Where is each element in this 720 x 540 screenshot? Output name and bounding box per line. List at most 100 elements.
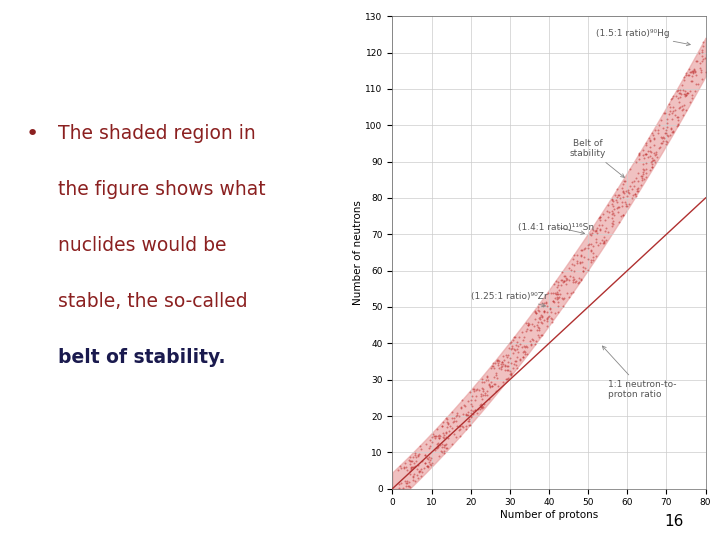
Point <box>509 346 521 354</box>
Point <box>404 453 415 461</box>
Point <box>508 360 520 368</box>
Point <box>485 382 496 390</box>
Point <box>689 87 701 96</box>
Point <box>423 453 435 462</box>
Point <box>585 231 597 239</box>
Point <box>437 422 449 431</box>
Point <box>489 372 500 381</box>
Point <box>459 401 470 410</box>
Point <box>541 307 552 316</box>
Point <box>493 363 505 372</box>
Point <box>587 242 598 251</box>
Point <box>534 315 545 323</box>
Point <box>518 348 529 356</box>
Point <box>511 353 523 361</box>
Point <box>463 417 474 426</box>
Point <box>441 422 453 431</box>
Point <box>533 318 544 326</box>
Point <box>425 460 436 468</box>
Point <box>474 401 486 410</box>
Point <box>570 277 582 286</box>
Point <box>639 149 651 158</box>
Point <box>505 369 517 377</box>
Point <box>564 272 576 280</box>
Point <box>502 366 513 375</box>
Point <box>505 370 517 379</box>
Point <box>690 70 701 79</box>
Point <box>582 241 593 249</box>
Point <box>471 384 482 393</box>
Point <box>659 133 670 142</box>
Point <box>520 348 531 356</box>
Point <box>424 442 436 450</box>
Point <box>398 464 410 472</box>
Point <box>552 289 564 298</box>
Point <box>482 373 493 382</box>
Point <box>675 93 686 102</box>
Point <box>640 150 652 158</box>
Point <box>672 116 683 124</box>
Point <box>665 106 676 115</box>
Point <box>645 148 657 157</box>
Point <box>482 376 494 384</box>
Point <box>593 241 604 250</box>
Point <box>465 408 477 417</box>
Point <box>505 370 517 379</box>
Point <box>607 222 618 231</box>
Point <box>553 293 564 302</box>
Point <box>579 264 590 272</box>
Point <box>535 318 546 327</box>
Point <box>447 417 459 426</box>
Point <box>652 129 664 138</box>
Point <box>638 170 649 178</box>
Point <box>612 184 624 193</box>
Point <box>469 396 481 405</box>
Point <box>465 395 477 404</box>
Point <box>446 440 458 448</box>
Point <box>466 400 477 409</box>
Point <box>585 246 597 254</box>
Point <box>590 234 602 243</box>
Point <box>667 94 678 103</box>
Point <box>454 431 466 440</box>
Point <box>639 166 650 174</box>
Point <box>697 54 708 63</box>
Point <box>594 215 606 224</box>
Point <box>582 255 594 264</box>
Point <box>407 472 418 481</box>
Point <box>523 320 534 328</box>
Point <box>572 279 584 287</box>
Point <box>526 326 537 335</box>
Point <box>656 138 667 147</box>
Point <box>413 474 424 482</box>
Point <box>647 160 658 168</box>
Point <box>403 477 415 486</box>
Point <box>603 208 614 217</box>
Point <box>442 434 454 443</box>
Point <box>663 99 675 108</box>
Point <box>549 293 561 302</box>
Point <box>492 361 503 369</box>
Point <box>477 390 489 399</box>
Point <box>474 386 485 395</box>
Point <box>660 109 671 118</box>
Point <box>398 463 410 471</box>
Point <box>594 225 606 234</box>
Point <box>508 349 519 357</box>
Point <box>549 308 561 317</box>
Point <box>660 125 672 134</box>
Point <box>446 408 457 416</box>
Point <box>508 333 519 342</box>
Point <box>592 228 603 237</box>
Point <box>662 123 673 131</box>
Point <box>414 441 426 450</box>
Point <box>518 335 529 344</box>
Point <box>438 449 450 457</box>
Point <box>454 422 465 431</box>
Point <box>475 399 487 408</box>
Point <box>467 406 479 415</box>
Point <box>501 353 513 361</box>
Point <box>466 406 477 415</box>
Point <box>426 460 437 469</box>
Point <box>644 146 656 155</box>
